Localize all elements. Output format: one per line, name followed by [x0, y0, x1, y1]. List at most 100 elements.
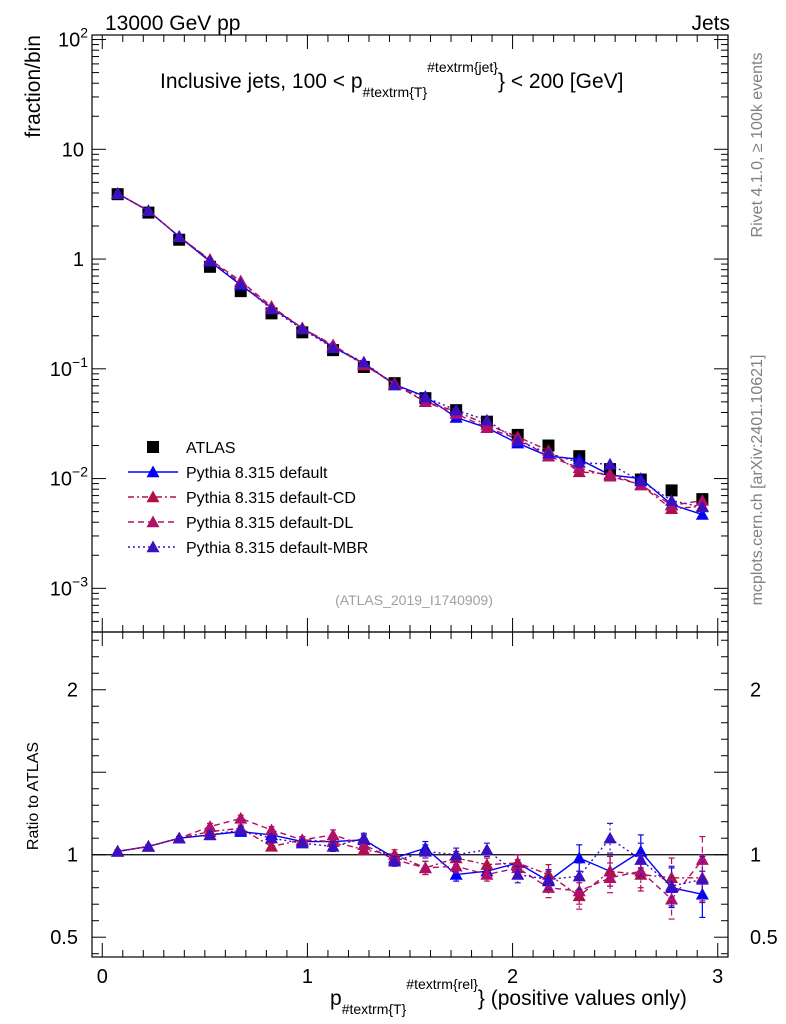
rivet-side-label: Rivet 4.1.0, ≥ 100k events	[749, 53, 766, 238]
ratio-point-series-3	[511, 868, 525, 880]
ratio-point-series-2	[603, 871, 617, 884]
ratio-point-series-2	[695, 853, 709, 865]
ratio-point-series-2	[357, 838, 371, 851]
series-line-2	[117, 192, 703, 510]
ratio-point-series-2	[572, 884, 586, 897]
data-point-series-4	[541, 446, 555, 459]
data-point-series-4	[172, 230, 186, 242]
ratio-point-series-3	[418, 844, 432, 857]
data-point-series-1	[695, 508, 709, 520]
data-point-series-3	[695, 494, 709, 506]
ratio-line-3	[117, 829, 703, 887]
ratio-point-series-3	[265, 831, 279, 844]
chart-title-sub: #textrm{T}	[363, 84, 428, 100]
main-ylabel: fraction/bin	[22, 35, 45, 138]
legend-marker	[147, 441, 159, 453]
x-axis-label: p#textrm{T} #textrm{rel}} (positive value…	[330, 976, 687, 1017]
legend-label: ATLAS	[186, 440, 236, 457]
data-point-series-4	[572, 456, 586, 468]
ratio-point-series-3	[449, 848, 463, 860]
ratio-point-series-3	[695, 872, 709, 885]
ratio-point-series-0	[634, 844, 648, 857]
x-axis-label-main: p	[330, 987, 342, 1010]
ratio-panel: 0 1 2 3 2 2 1 1 0.5 0.5	[50, 631, 778, 988]
svg-text:p#textrm{T}#textrm{rel}} (posi: p#textrm{T} #textrm{rel}} (positive value…	[330, 976, 687, 1017]
ratio-point-series-3	[572, 869, 586, 882]
header-right-label: Jets	[691, 12, 730, 35]
svg-text:Inclusive jets, 100 < p#textrm: Inclusive jets, 100 < p#textrm{T} #textrm…	[160, 59, 623, 100]
series-line-3	[117, 192, 703, 507]
data-point-series-4	[511, 434, 525, 447]
ratio-y-tick-label: 0.5	[50, 927, 78, 949]
data-point-atlas	[665, 484, 678, 497]
mcplots-side-label: mcplots.cern.ch [arXiv:2401.10621]	[749, 355, 766, 606]
ratio-point-series-3	[172, 831, 186, 844]
data-point-series-4	[695, 500, 709, 513]
data-point-series-3	[603, 469, 617, 482]
ratio-point-series-3	[357, 831, 371, 844]
ratio-point-series-2	[203, 820, 217, 832]
data-point-series-4	[357, 355, 371, 368]
ratio-point-series-3	[141, 839, 155, 852]
x-tick-label: 2	[507, 966, 518, 988]
y-tick-label: 10	[62, 139, 84, 161]
legend-label: Pythia 8.315 default-MBR	[186, 540, 368, 557]
analysis-id-label: (ATLAS_2019_I1740909)	[335, 592, 493, 608]
ratio-frame	[91, 631, 729, 958]
ratio-point-series-3	[388, 854, 402, 867]
ratio-point-series-3	[326, 839, 340, 852]
x-tick-label: 3	[712, 966, 723, 988]
chart-title: Inclusive jets, 100 < p#textrm{T} #textrm…	[160, 59, 623, 100]
ratio-y-tick-label-right: 0.5	[750, 927, 778, 949]
chart-title-tail: } < 200 [GeV]	[498, 70, 624, 93]
y-tick-label: 102	[58, 25, 88, 52]
ratio-point-series-3	[603, 831, 617, 844]
ratio-line-2	[117, 817, 703, 901]
chart-title-main: Inclusive jets, 100 < p	[160, 70, 363, 93]
ratio-point-series-3	[665, 879, 679, 892]
header-left-label: 13000 GeV pp	[105, 12, 240, 35]
ratio-y-tick-label: 2	[67, 680, 78, 702]
y-tick-label: 10−3	[50, 573, 88, 600]
x-axis-label-sub: #textrm{T}	[342, 1001, 407, 1017]
legend-marker	[146, 490, 160, 503]
ratio-point-series-1	[480, 858, 494, 870]
x-axis-label-tail: } (positive values only)	[478, 987, 687, 1010]
ratio-point-series-3	[111, 844, 125, 857]
data-point-series-4	[203, 254, 217, 267]
legend-marker	[146, 515, 160, 528]
ratio-point-series-1	[265, 839, 279, 852]
ratio-point-series-2	[665, 892, 679, 905]
ratio-point-series-0	[572, 851, 586, 864]
data-point-series-4	[234, 277, 248, 290]
ratio-point-series-3	[295, 836, 309, 849]
ratio-point-series-2	[418, 861, 432, 874]
ratio-point-series-2	[326, 828, 340, 841]
ratio-point-series-3	[203, 828, 217, 841]
data-point-series-4	[326, 341, 340, 354]
legend-entry-4: Pythia 8.315 default-MBR	[128, 540, 368, 557]
data-point-series-4	[418, 390, 432, 403]
data-point-series-4	[111, 187, 125, 199]
ratio-y-tick-label: 1	[67, 845, 78, 867]
data-point-series-4	[388, 378, 402, 391]
data-point-series-4	[665, 494, 679, 506]
x-tick-label: 0	[97, 966, 108, 988]
main-panel: 102 10 1 10−1 10−2 10−3 ATLAS Pythia 8.315 defa…	[50, 25, 729, 957]
ratio-ylabel: Ratio to ATLAS	[25, 742, 42, 850]
data-point-series-4	[480, 413, 494, 426]
ratio-point-series-3	[234, 823, 248, 836]
ratio-point-series-2	[634, 864, 648, 877]
data-point-series-3	[480, 421, 494, 434]
data-point-series-4	[295, 322, 309, 335]
ratio-point-series-2	[265, 823, 279, 836]
ratio-point-series-2	[234, 811, 248, 824]
legend-marker	[146, 465, 160, 478]
ratio-y-tick-label-right: 2	[750, 680, 761, 702]
legend-entry-2: Pythia 8.315 default-CD	[128, 490, 356, 507]
legend-entry-1: Pythia 8.315 default	[128, 465, 328, 482]
y-tick-label: 10−2	[50, 464, 88, 491]
series-line-4	[117, 192, 703, 508]
ratio-y-tick-label-right: 1	[750, 845, 761, 867]
chart-title-sup: #textrm{jet}	[427, 59, 498, 75]
